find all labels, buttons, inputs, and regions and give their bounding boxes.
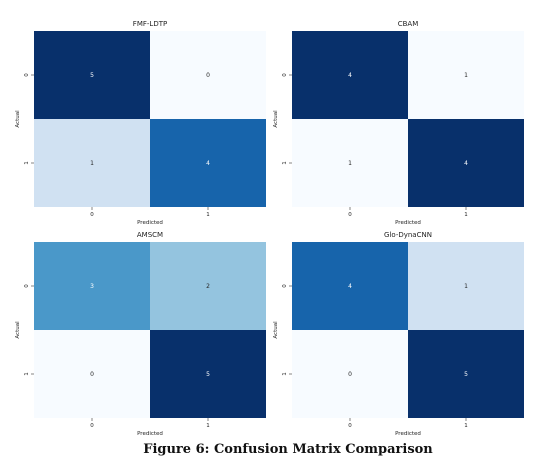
cell-value-r0-c1: 0 [206, 72, 210, 79]
heatmap-cell-r0-c1 [150, 31, 266, 119]
x-axis-label: Predicted [137, 431, 163, 437]
cell-value-r1-c1: 4 [206, 160, 210, 167]
x-tick-label: 1 [206, 423, 210, 429]
cell-value-r0-c0: 5 [90, 72, 94, 79]
x-tick-label: 1 [464, 423, 468, 429]
y-axis-label: Actual [15, 110, 21, 128]
x-tick-label: 0 [348, 423, 352, 429]
heatmap-panel-1: 5 0 1 4 FMF-LDTP 0 1 0 1 Predicted Actual [15, 20, 266, 226]
x-tick-label: 0 [90, 212, 94, 218]
y-axis-label: Actual [273, 321, 279, 339]
panels: 5 0 1 4 FMF-LDTP 0 1 0 1 Predicted Actual 4 1 1 4 CBAM 0… [15, 20, 524, 437]
cell-value-r1-c0: 1 [348, 160, 352, 167]
figure-caption: Figure 6: Confusion Matrix Comparison [143, 442, 433, 457]
y-tick-label: 0 [282, 73, 288, 77]
heatmap-panel-3: 3 2 0 5 AMSCM 0 1 0 1 Predicted Actual [15, 231, 266, 437]
heatmap-cell-r1-c1 [150, 119, 266, 207]
cell-value-r1-c0: 1 [90, 160, 94, 167]
cell-value-r0-c0: 4 [348, 72, 352, 79]
cell-value-r0-c1: 1 [464, 283, 468, 290]
heatmap-cell-r0-c0 [34, 242, 150, 330]
y-tick-label: 0 [24, 73, 30, 77]
panel-title: AMSCM [137, 231, 163, 239]
heatmap-cell-r0-c1 [408, 31, 524, 119]
cell-value-r1-c0: 0 [348, 371, 352, 378]
heatmap-cell-r1-c1 [150, 330, 266, 418]
cell-value-r0-c0: 4 [348, 283, 352, 290]
heatmap-cell-r0-c0 [292, 242, 408, 330]
heatmap-cell-r0-c0 [292, 31, 408, 119]
heatmap-cell-r1-c0 [34, 119, 150, 207]
cell-value-r0-c0: 3 [90, 283, 94, 290]
x-tick-label: 0 [348, 212, 352, 218]
cell-value-r1-c0: 0 [90, 371, 94, 378]
cell-value-r1-c1: 4 [464, 160, 468, 167]
y-tick-label: 1 [24, 161, 30, 165]
heatmap-panel-4: 4 1 0 5 Glo-DynaCNN 0 1 0 1 Predicted Actual [273, 231, 524, 437]
panel-title: CBAM [398, 20, 419, 28]
heatmap-cell-r0-c1 [408, 242, 524, 330]
x-axis-label: Predicted [395, 220, 421, 226]
heatmap-cell-r1-c1 [408, 330, 524, 418]
x-axis-label: Predicted [395, 431, 421, 437]
cell-value-r0-c1: 1 [464, 72, 468, 79]
cell-value-r1-c1: 5 [206, 371, 210, 378]
x-tick-label: 1 [206, 212, 210, 218]
heatmap-cell-r0-c0 [34, 31, 150, 119]
x-tick-label: 1 [464, 212, 468, 218]
x-tick-label: 0 [90, 423, 94, 429]
panel-title: FMF-LDTP [133, 20, 167, 28]
y-tick-label: 1 [282, 372, 288, 376]
y-tick-label: 0 [282, 284, 288, 288]
y-axis-label: Actual [15, 321, 21, 339]
y-tick-label: 1 [282, 161, 288, 165]
heatmap-cell-r1-c0 [292, 330, 408, 418]
y-tick-label: 0 [24, 284, 30, 288]
y-axis-label: Actual [273, 110, 279, 128]
heatmap-cell-r0-c1 [150, 242, 266, 330]
cell-value-r0-c1: 2 [206, 283, 210, 290]
heatmap-cell-r1-c1 [408, 119, 524, 207]
heatmap-panel-2: 4 1 1 4 CBAM 0 1 0 1 Predicted Actual [273, 20, 524, 226]
heatmap-cell-r1-c0 [34, 330, 150, 418]
panel-title: Glo-DynaCNN [384, 231, 432, 239]
x-axis-label: Predicted [137, 220, 163, 226]
cell-value-r1-c1: 5 [464, 371, 468, 378]
heatmap-cell-r1-c0 [292, 119, 408, 207]
y-tick-label: 1 [24, 372, 30, 376]
